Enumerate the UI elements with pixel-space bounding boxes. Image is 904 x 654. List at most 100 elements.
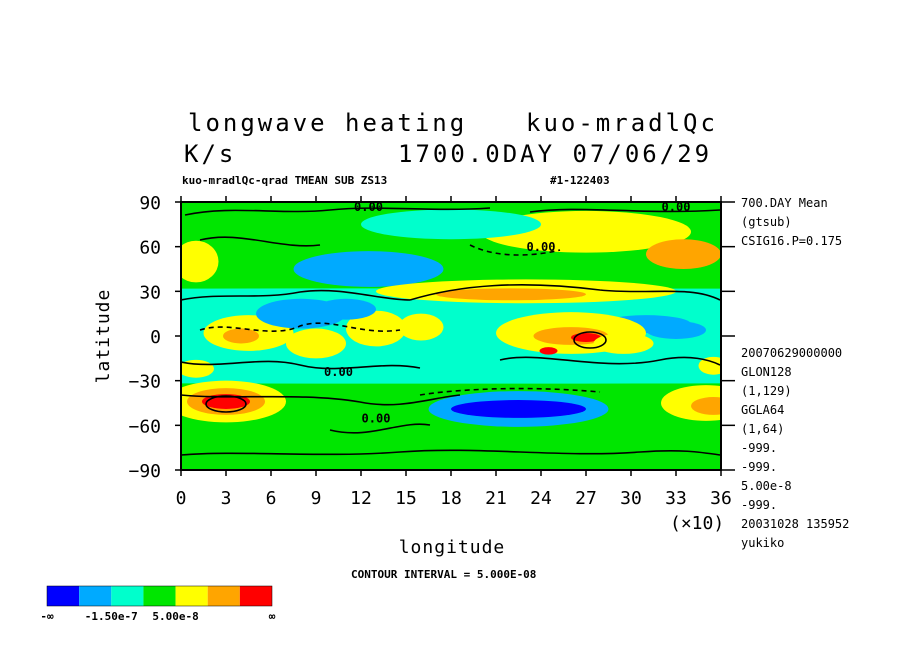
x-tick-label: 9 — [311, 488, 322, 509]
title-right: kuo-mradlQc — [526, 109, 718, 137]
contour-label: 0.00 — [662, 200, 691, 214]
x-tick-label: 15 — [395, 488, 417, 509]
side-info-line: 20031028 135952 — [741, 517, 849, 531]
colorbar-label: -∞ — [40, 610, 54, 623]
heatmap-region — [293, 251, 444, 287]
contour-label-group: 0.00 0.00 0.00 0.00 0.00 — [324, 200, 691, 425]
colorbar-swatch — [239, 586, 272, 606]
contour-line — [469, 244, 561, 256]
contour-line — [181, 449, 721, 456]
y-tick-label: −60 — [128, 416, 161, 437]
x-axis-label: longitude — [399, 537, 506, 558]
contour-lines — [181, 207, 721, 456]
subheader-left: kuo-mradlQc-qrad TMEAN SUB ZS13 — [182, 174, 387, 187]
x-tick-label: 21 — [485, 488, 507, 509]
y-axis-label: latitude — [93, 289, 114, 384]
heatmap-region — [436, 288, 586, 301]
side-info-line: GLON128 — [741, 365, 792, 379]
heatmap-region — [223, 328, 259, 344]
heatmap-region — [646, 239, 721, 269]
units-label: K/s — [184, 140, 236, 168]
colorbar-label: ∞ — [269, 610, 276, 623]
y-tick-label: −90 — [128, 461, 161, 482]
contour-label: 0.00 — [324, 365, 353, 379]
x-tick-label: 30 — [620, 488, 642, 509]
contour-line — [329, 423, 431, 434]
contour-line — [529, 208, 721, 213]
contour-label: 0.00 — [354, 200, 383, 214]
title-left: longwave heating — [188, 109, 467, 137]
colorbar-swatch — [111, 586, 144, 606]
heatmap-region — [698, 356, 721, 375]
heatmap-region — [539, 347, 558, 355]
contour-line — [184, 207, 491, 216]
colorbar-swatch — [143, 586, 176, 606]
heatmap-region — [451, 400, 586, 418]
side-info-line: CSIG16.P=0.175 — [741, 234, 842, 248]
colorbar-swatch — [79, 586, 112, 606]
y-tick-label: 0 — [150, 327, 161, 348]
heatmap-region — [398, 313, 444, 341]
subheader-right: #1-122403 — [550, 174, 610, 187]
x-tick-label: 0 — [176, 488, 187, 509]
y-tick-label: −30 — [128, 372, 161, 393]
heatmap-region — [593, 333, 654, 354]
x-tick-label: 24 — [530, 488, 552, 509]
y-tick-label: 30 — [139, 282, 161, 303]
x-tick-label: 27 — [575, 488, 597, 509]
side-info-line: -999. — [741, 441, 777, 455]
y-tick-label: 60 — [139, 238, 161, 259]
x-tick-label: 12 — [350, 488, 372, 509]
heatmap-region — [181, 240, 219, 283]
heatmap-region — [286, 328, 346, 359]
plot-area: 0.00 0.00 0.00 0.00 0.00 — [181, 200, 721, 470]
colorbar-frame — [46, 585, 273, 607]
side-info-line: 20070629000000 — [741, 346, 842, 360]
side-info-line: GGLA64 — [741, 403, 784, 417]
colorbar-swatch — [175, 586, 208, 606]
heatmap-region — [316, 298, 376, 320]
x-tick-label: 36 — [710, 488, 732, 509]
contour-line — [181, 394, 461, 406]
side-info-line: (1,64) — [741, 422, 784, 436]
x-multiplier: (×10) — [670, 513, 724, 534]
side-info-line: -999. — [741, 460, 777, 474]
contour-line — [409, 283, 721, 301]
side-info-line: -999. — [741, 498, 777, 512]
contour-interval: CONTOUR INTERVAL = 5.000E-08 — [351, 568, 536, 581]
heatmap-regions — [181, 202, 721, 470]
x-tick-label: 6 — [266, 488, 277, 509]
side-info-line: (1,129) — [741, 384, 792, 398]
side-info-line: (gtsub) — [741, 215, 792, 229]
colorbar-swatch — [47, 586, 80, 606]
contour-line — [419, 387, 601, 396]
colorbar-label: -1.50e-7 — [85, 610, 138, 623]
contour-line — [499, 356, 721, 366]
heatmap-region — [346, 310, 406, 347]
x-tick-label: 33 — [665, 488, 687, 509]
colorbar: -∞ -1.50e-7 5.00e-8 ∞ — [40, 585, 276, 623]
contour-label: 0.00 — [362, 411, 391, 425]
heatmap-region — [691, 397, 721, 415]
contour-line — [181, 360, 421, 370]
side-info-bottom: 20070629000000 GLON128 (1,129) GGLA64 (1,64)… — [741, 346, 849, 550]
contour-label: 0.00 — [527, 240, 556, 254]
x-tick-label: 18 — [440, 488, 462, 509]
side-info-line: 5.00e-8 — [741, 479, 792, 493]
side-info-line: yukiko — [741, 536, 784, 550]
y-tick-label: 90 — [139, 193, 161, 214]
colorbar-label: 5.00e-8 — [152, 610, 198, 623]
time-label: 1700.0DAY 07/06/29 — [398, 140, 712, 168]
side-info-line: 700.DAY Mean — [741, 196, 828, 210]
contour-line — [181, 289, 411, 301]
contour-line — [199, 236, 321, 247]
x-tick-label: 3 — [221, 488, 232, 509]
heatmap-region — [361, 209, 541, 240]
contour-line — [573, 331, 607, 349]
heatmap-region — [646, 321, 706, 339]
colorbar-swatch — [207, 586, 240, 606]
contour-line — [199, 322, 401, 332]
contour-line — [205, 395, 247, 413]
